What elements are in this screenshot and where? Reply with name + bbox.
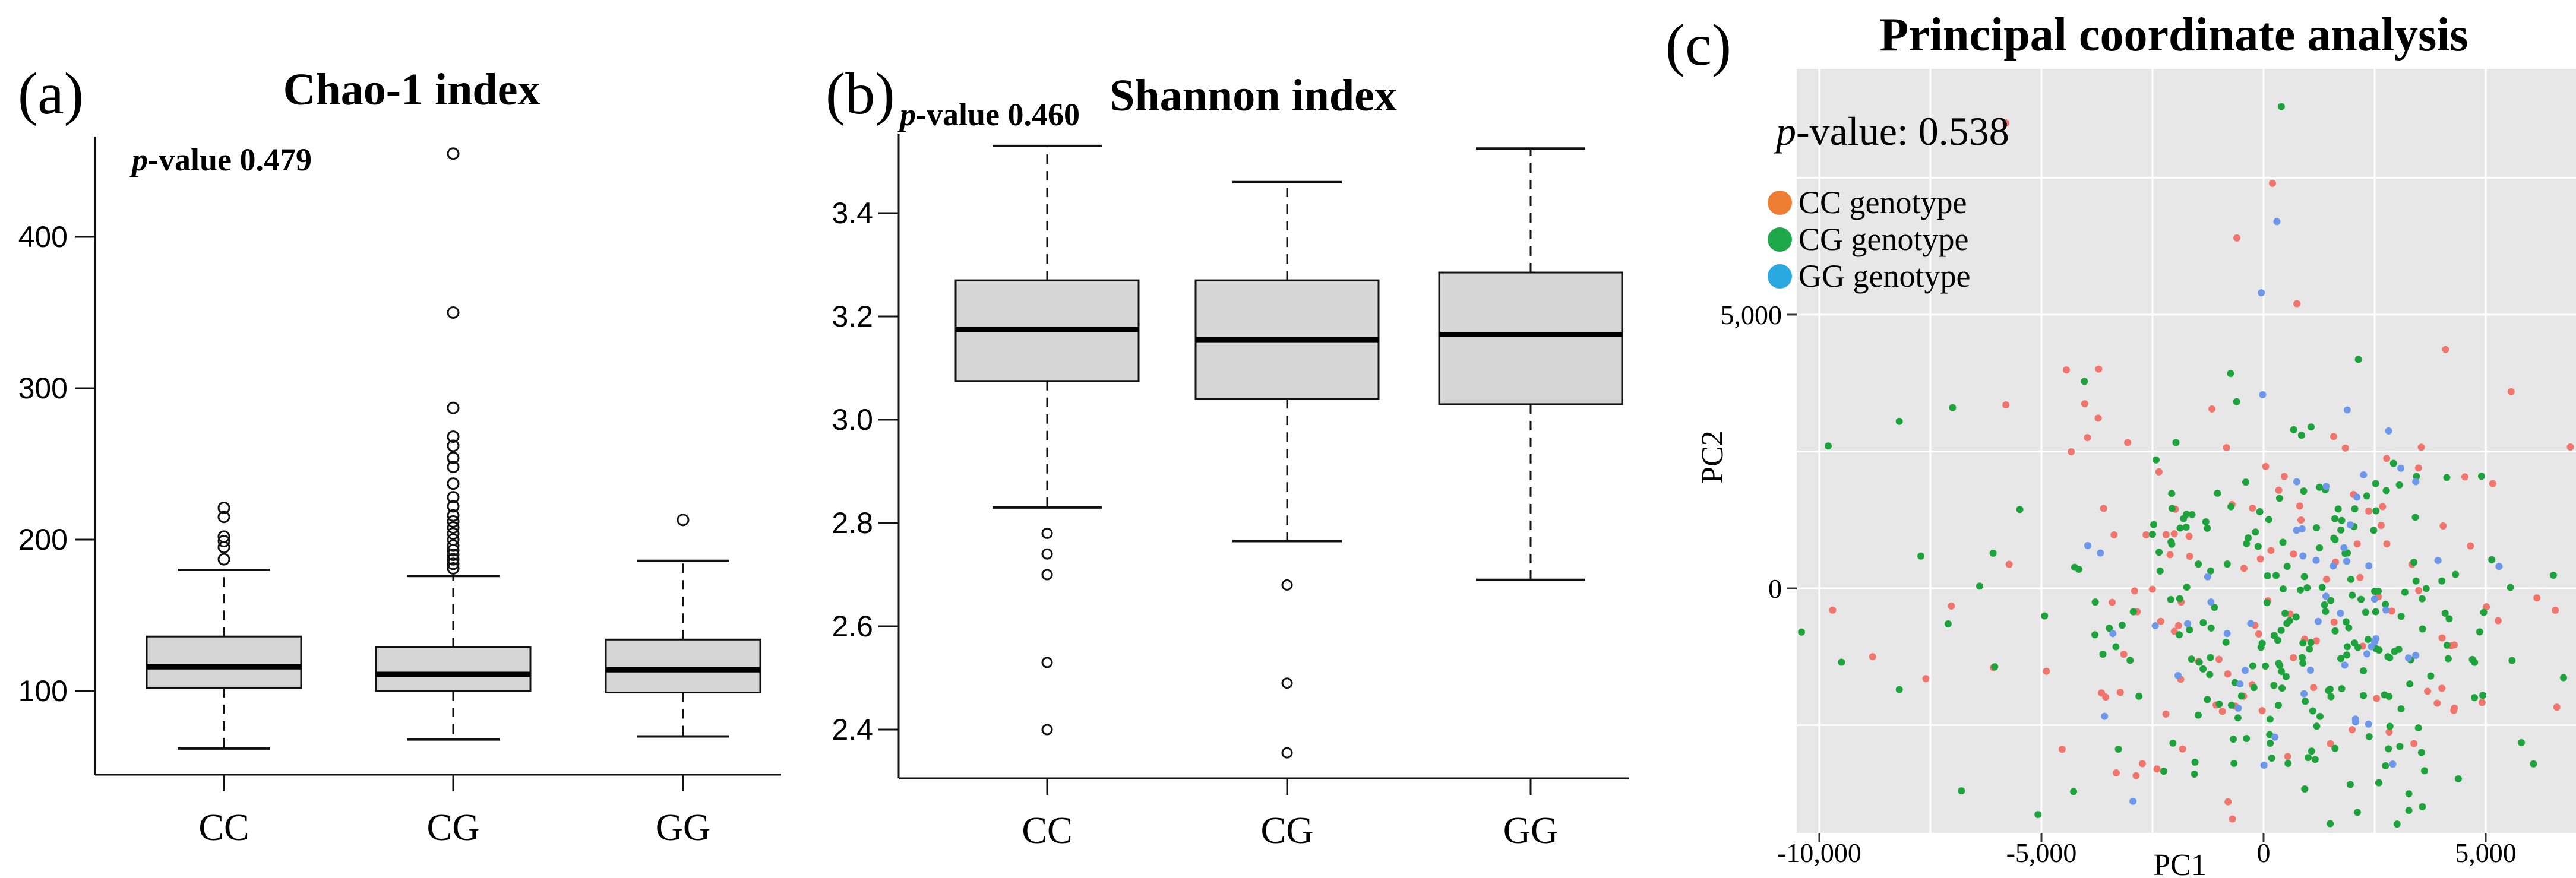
shannon-title: Shannon index bbox=[1110, 71, 1397, 121]
genotype-legend: CC genotype CG genotype GG genotype bbox=[1768, 184, 1970, 294]
shannon-pvalue: p-value 0.460 bbox=[900, 96, 1080, 133]
svg-text:PC2: PC2 bbox=[1696, 430, 1730, 484]
panel-chao1: 400 300 200 100 CC CG GG (a) Chao-1 index p-va… bbox=[0, 0, 802, 878]
panel-label-a: (a) bbox=[18, 61, 84, 126]
svg-text:CG: CG bbox=[427, 806, 480, 848]
pcoa-scatterplot: -10,000 -5,000 0 5,000 5,000 0 PC1 PC2 bbox=[1696, 69, 2576, 878]
pvalue-rest: -value 0.479 bbox=[148, 142, 312, 177]
panel-label-c: (c) bbox=[1665, 12, 1731, 78]
panel-shannon: 3.4 3.2 3.0 2.8 2.6 2.4 CC CG GG (b) Shannon ind… bbox=[802, 0, 1651, 878]
svg-text:5,000: 5,000 bbox=[2455, 838, 2517, 868]
svg-text:100: 100 bbox=[18, 674, 68, 708]
shannon-boxplot: 3.4 3.2 3.0 2.8 2.6 2.4 CC CG GG bbox=[832, 134, 1629, 851]
svg-text:GG: GG bbox=[656, 806, 710, 848]
chao1-pvalue: p-value 0.479 bbox=[132, 141, 312, 178]
svg-text:3.0: 3.0 bbox=[832, 403, 873, 436]
svg-text:3.4: 3.4 bbox=[832, 196, 873, 230]
legend-label: CC genotype bbox=[1799, 185, 1967, 220]
svg-text:0: 0 bbox=[2257, 838, 2271, 868]
svg-text:3.2: 3.2 bbox=[832, 300, 873, 333]
legend-item-cc: CC genotype bbox=[1768, 184, 1970, 221]
svg-text:PC1: PC1 bbox=[2153, 848, 2207, 878]
pcoa-title: Principal coordinate analysis bbox=[1879, 9, 2468, 61]
pvalue-p-italic: p bbox=[132, 142, 148, 177]
svg-text:400: 400 bbox=[18, 220, 68, 253]
legend-item-cg: CG genotype bbox=[1768, 221, 1970, 258]
svg-text:2.8: 2.8 bbox=[832, 506, 873, 540]
svg-text:2.6: 2.6 bbox=[832, 610, 873, 643]
chao1-boxplot: 400 300 200 100 CC CG GG bbox=[18, 137, 781, 848]
svg-text:CG: CG bbox=[1261, 809, 1314, 851]
svg-text:2.4: 2.4 bbox=[832, 713, 873, 746]
cg-genotype-swatch-icon bbox=[1768, 227, 1792, 252]
svg-text:-5,000: -5,000 bbox=[2006, 838, 2077, 868]
legend-item-gg: GG genotype bbox=[1768, 258, 1970, 294]
legend-label: GG genotype bbox=[1799, 258, 1971, 294]
pvalue-rest: -value: 0.538 bbox=[1796, 109, 2009, 154]
legend-label: CG genotype bbox=[1799, 221, 1969, 257]
pvalue-p-italic: p bbox=[1776, 109, 1796, 154]
pcoa-pvalue: p-value: 0.538 bbox=[1776, 108, 2009, 155]
panel-pcoa: -10,000 -5,000 0 5,000 5,000 0 PC1 PC2 (c) Prin… bbox=[1651, 0, 2576, 878]
gg-genotype-swatch-icon bbox=[1768, 264, 1792, 289]
svg-text:300: 300 bbox=[18, 372, 68, 405]
svg-text:5,000: 5,000 bbox=[1721, 300, 1782, 330]
svg-text:200: 200 bbox=[18, 523, 68, 556]
pvalue-rest: -value 0.460 bbox=[916, 97, 1080, 132]
chao1-title: Chao-1 index bbox=[283, 65, 541, 115]
svg-text:GG: GG bbox=[1503, 809, 1558, 851]
panel-label-b: (b) bbox=[826, 61, 895, 126]
pvalue-p-italic: p bbox=[900, 97, 916, 132]
svg-text:CC: CC bbox=[1022, 809, 1072, 851]
svg-text:0: 0 bbox=[1768, 573, 1782, 604]
svg-text:CC: CC bbox=[198, 806, 249, 848]
cc-genotype-swatch-icon bbox=[1768, 190, 1792, 215]
svg-text:-10,000: -10,000 bbox=[1777, 838, 1861, 868]
